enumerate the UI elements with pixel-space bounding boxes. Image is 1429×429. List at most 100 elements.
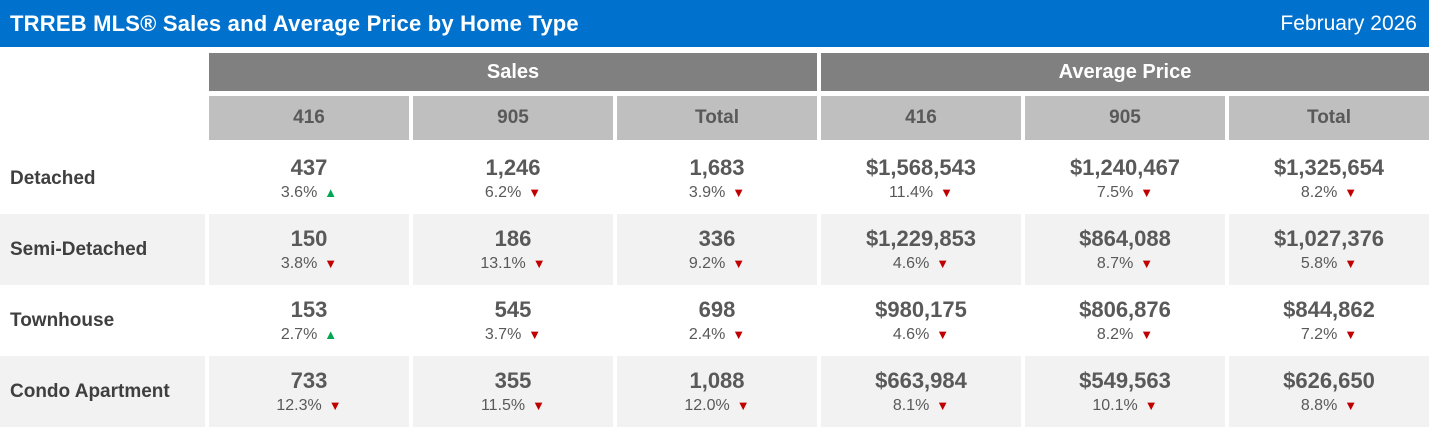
group-header-sales: Sales (209, 53, 817, 91)
cell-change-pct: 4.6% (892, 254, 930, 272)
trend-arrow-icon (324, 257, 337, 270)
trend-arrow-icon (324, 186, 337, 199)
cell-change-pct: 3.7% (484, 325, 522, 343)
subheader-sales-total: Total (617, 96, 817, 140)
page-title: TRREB MLS® Sales and Average Price by Ho… (10, 10, 579, 36)
cell-value: $1,027,376 (1273, 226, 1385, 252)
cell-change: 3.7% (485, 325, 541, 345)
cell-change-pct: 2.4% (688, 325, 726, 343)
cell-value: 545 (494, 297, 532, 323)
row-label: Semi-Detached (0, 214, 205, 285)
cell-sales-416: 437 3.6% (209, 143, 409, 214)
cell-change: 3.9% (689, 183, 745, 203)
cell-price-416: $1,568,543 11.4% (821, 143, 1021, 214)
cell-change: 7.2% (1301, 325, 1357, 345)
trend-arrow-icon (940, 186, 953, 199)
cell-price-total: $844,862 7.2% (1229, 285, 1429, 356)
cell-change-pct: 11.5% (480, 396, 526, 414)
cell-value: $980,175 (875, 297, 967, 323)
cell-value: 1,088 (689, 368, 745, 394)
cell-value: $1,240,467 (1069, 155, 1181, 181)
cell-value: $1,568,543 (865, 155, 977, 181)
cell-change: 2.4% (689, 325, 745, 345)
cell-change: 3.6% (281, 183, 337, 203)
cell-change-pct: 8.2% (1300, 183, 1338, 201)
cell-price-total: $626,650 8.8% (1229, 356, 1429, 427)
cell-value: 437 (290, 155, 328, 181)
cell-change-pct: 12.0% (684, 396, 730, 414)
trend-arrow-icon (1140, 257, 1153, 270)
cell-change: 8.1% (893, 396, 949, 416)
cell-value: $1,229,853 (865, 226, 977, 252)
row-semi-detached: Semi-Detached 150 3.8% 186 13.1% 336 9.2… (0, 214, 1429, 285)
cell-value: $844,862 (1283, 297, 1375, 323)
cell-sales-total: 1,088 12.0% (617, 356, 817, 427)
cell-sales-416: 733 12.3% (209, 356, 409, 427)
subheader-price-416: 416 (821, 96, 1021, 140)
column-group-header-row: Sales Average Price (0, 53, 1429, 91)
cell-value: $806,876 (1079, 297, 1171, 323)
cell-sales-905: 186 13.1% (413, 214, 613, 285)
cell-change: 11.5% (481, 396, 545, 416)
row-label: Detached (0, 143, 205, 214)
cell-change: 6.2% (485, 183, 541, 203)
group-header-spacer (0, 53, 205, 91)
cell-value: $663,984 (875, 368, 967, 394)
cell-price-905: $549,563 10.1% (1025, 356, 1225, 427)
cell-sales-total: 1,683 3.9% (617, 143, 817, 214)
cell-change-pct: 8.8% (1300, 396, 1338, 414)
cell-change: 10.1% (1092, 396, 1157, 416)
cell-change-pct: 12.3% (276, 396, 322, 414)
cell-sales-905: 545 3.7% (413, 285, 613, 356)
cell-value: 336 (698, 226, 736, 252)
cell-sales-total: 336 9.2% (617, 214, 817, 285)
table-body: Detached 437 3.6% 1,246 6.2% 1,683 3.9% (0, 143, 1429, 427)
trend-arrow-icon (528, 328, 541, 341)
cell-change-pct: 3.9% (688, 183, 726, 201)
title-bar: TRREB MLS® Sales and Average Price by Ho… (0, 0, 1429, 47)
cell-sales-416: 150 3.8% (209, 214, 409, 285)
row-label: Townhouse (0, 285, 205, 356)
cell-change-pct: 13.1% (480, 254, 526, 272)
cell-value: 733 (290, 368, 328, 394)
cell-value: 153 (290, 297, 328, 323)
cell-value: $1,325,654 (1273, 155, 1385, 181)
subheader-sales-416: 416 (209, 96, 409, 140)
cell-change: 4.6% (893, 254, 949, 274)
subheader-sales-905: 905 (413, 96, 613, 140)
cell-value: 186 (494, 226, 532, 252)
cell-value: $626,650 (1283, 368, 1375, 394)
trend-arrow-icon (532, 399, 545, 412)
cell-change-pct: 3.8% (280, 254, 318, 272)
cell-price-905: $806,876 8.2% (1025, 285, 1225, 356)
cell-change-pct: 4.6% (892, 325, 930, 343)
trend-arrow-icon (1344, 186, 1357, 199)
cell-sales-905: 1,246 6.2% (413, 143, 613, 214)
cell-change-pct: 8.7% (1096, 254, 1134, 272)
row-label: Condo Apartment (0, 356, 205, 427)
trend-arrow-icon (1344, 399, 1357, 412)
cell-sales-416: 153 2.7% (209, 285, 409, 356)
subheader-price-905: 905 (1025, 96, 1225, 140)
cell-change: 8.7% (1097, 254, 1153, 274)
trend-arrow-icon (1344, 328, 1357, 341)
column-subheader-row: 416 905 Total 416 905 Total (0, 96, 1429, 140)
cell-change: 13.1% (480, 254, 545, 274)
group-header-average-price: Average Price (821, 53, 1429, 91)
row-detached: Detached 437 3.6% 1,246 6.2% 1,683 3.9% (0, 143, 1429, 214)
cell-change: 3.8% (281, 254, 337, 274)
cell-change-pct: 3.6% (280, 183, 318, 201)
cell-change-pct: 6.2% (484, 183, 522, 201)
cell-value: $549,563 (1079, 368, 1171, 394)
cell-change: 2.7% (281, 325, 337, 345)
trend-arrow-icon (732, 257, 745, 270)
cell-value: 1,683 (689, 155, 745, 181)
trend-arrow-icon (732, 328, 745, 341)
trend-arrow-icon (533, 257, 546, 270)
cell-change-pct: 9.2% (688, 254, 726, 272)
cell-change-pct: 8.2% (1096, 325, 1134, 343)
trend-arrow-icon (528, 186, 541, 199)
cell-value: $864,088 (1079, 226, 1171, 252)
trend-arrow-icon (1145, 399, 1158, 412)
